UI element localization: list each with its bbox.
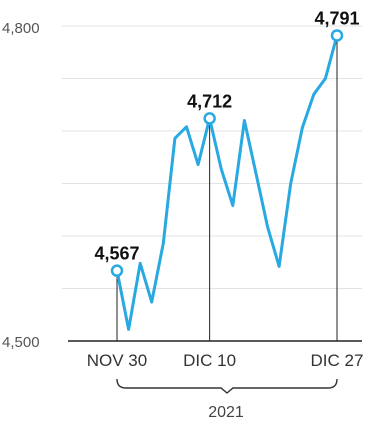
- x-tick-label: DIC 27: [311, 351, 364, 370]
- x-tick-label: DIC 10: [183, 351, 236, 370]
- x-tick-label: NOV 30: [87, 351, 147, 370]
- highlight-markers: [110, 29, 344, 277]
- x-tick-labels: NOV 30 DIC 10 DIC 27: [87, 351, 364, 370]
- highlight-drop-lines: [116, 35, 338, 341]
- y-tick-labels: 4,800 4,500: [2, 20, 40, 351]
- year-label: 2021: [208, 404, 244, 421]
- highlight-marker: [203, 112, 216, 125]
- data-label: 4,567: [94, 244, 139, 264]
- y-tick-label-bottom: 4,500: [2, 334, 40, 351]
- year-bracket: [116, 378, 338, 394]
- series-line: [115, 33, 339, 331]
- highlight-marker: [330, 29, 344, 42]
- y-tick-label-top: 4,800: [2, 20, 40, 37]
- data-label: 4,791: [314, 8, 359, 28]
- data-labels: 4,567 4,712 4,791: [94, 8, 359, 263]
- data-label: 4,712: [187, 91, 232, 111]
- highlight-marker: [110, 264, 124, 277]
